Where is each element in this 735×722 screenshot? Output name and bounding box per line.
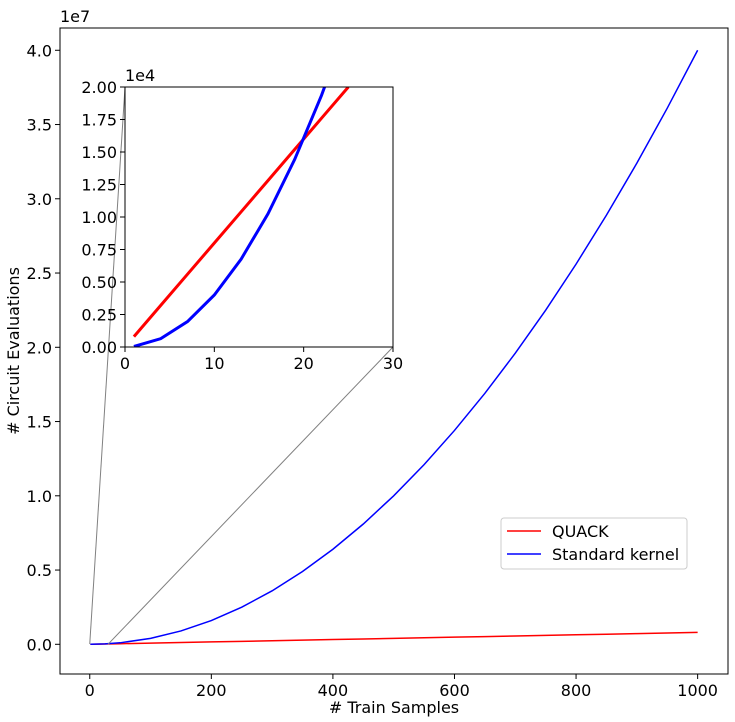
x-tick-label: 400 [318,681,349,700]
x-tick-label: 600 [439,681,470,700]
series-line [90,631,698,646]
y-tick-label: 0.00 [81,338,117,357]
zoom-connector [89,86,126,645]
x-tick-label: 20 [293,354,313,373]
y-tick-label: 0.75 [81,241,117,260]
y-tick-label: 0.50 [81,273,117,292]
y-tick-label: 3.5 [27,116,52,135]
y-axis-label: # Circuit Evaluations [4,267,23,435]
y-tick-label: 2.0 [27,338,52,357]
series-line [90,49,699,646]
y-tick-label: 1.0 [27,487,52,506]
y-tick-label: 0.0 [27,635,52,654]
x-tick-label: 10 [204,354,224,373]
x-tick-label: 800 [561,681,592,700]
x-tick-label: 200 [196,681,227,700]
axes-frame [59,27,729,675]
x-tick-label: 0 [120,354,130,373]
y-tick-label: 1.5 [27,413,52,432]
zoom-connector [107,346,394,645]
legend: QUACK Standard kernel [500,517,688,570]
y-tick-label: 1.00 [81,208,117,227]
y-tick-label: 4.0 [27,41,52,60]
y-tick-label: 2.5 [27,264,52,283]
series-line [133,87,327,347]
y-tick-label: 2.00 [81,78,117,97]
legend-label: QUACK [552,522,609,541]
legend-box [500,517,688,570]
plot-area [125,87,393,347]
y-tick-label: 0.25 [81,306,117,325]
y-tick-label: 0.5 [27,561,52,580]
y-tick-label: 3.0 [27,190,52,209]
x-tick-label: 30 [383,354,403,373]
y-tick-label: 1.50 [81,143,117,162]
y-offset-label: 1e7 [60,7,90,26]
zoom-connectors [89,86,394,645]
x-axis-label: # Train Samples [329,698,459,717]
x-tick-label: 0 [85,681,95,700]
y-tick-label: 1.25 [81,176,117,195]
axes: 0 10 20 30 0.00 0.25 0.50 0.75 1.00 1.25 1.50 1.75 2… [81,66,403,373]
y-tick-label: 1.75 [81,111,117,130]
y-offset-label: 1e4 [125,66,155,85]
series-line [132,87,350,338]
x-tick-label: 1000 [677,681,718,700]
legend-label: Standard kernel [552,545,679,564]
